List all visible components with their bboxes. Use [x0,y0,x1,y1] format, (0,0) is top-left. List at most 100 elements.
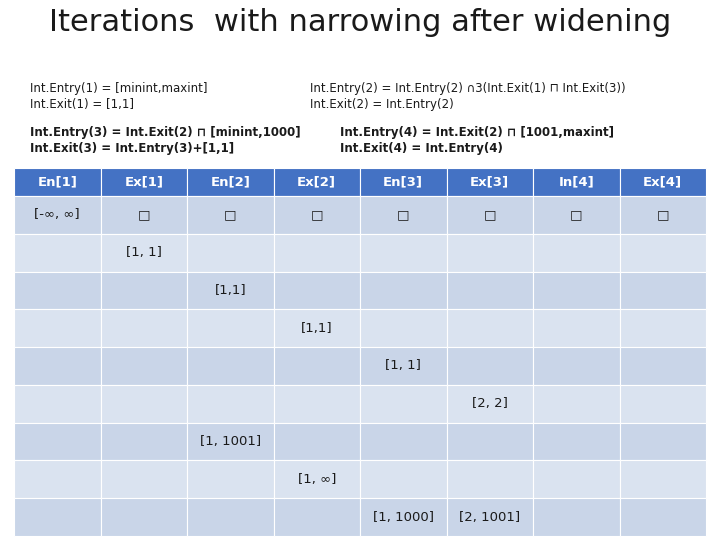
Text: Int.Exit(1) = [1,1]: Int.Exit(1) = [1,1] [30,98,134,111]
Bar [187,498,274,536]
Bar [187,423,274,461]
Bar [274,385,360,423]
Bar [187,234,274,272]
Bar [187,309,274,347]
Bar [187,385,274,423]
Bar [533,461,619,498]
Bar [619,461,706,498]
Bar [446,272,533,309]
Bar [14,168,101,196]
Bar [619,234,706,272]
Bar [533,347,619,385]
Bar [533,196,619,234]
Text: [1,1]: [1,1] [215,284,246,297]
Bar [533,168,619,196]
Bar [187,168,274,196]
Bar [14,234,101,272]
Bar [446,423,533,461]
Bar [619,385,706,423]
Bar [14,461,101,498]
Bar [274,168,360,196]
Bar [533,234,619,272]
Bar [360,272,446,309]
Text: □: □ [397,208,410,221]
Bar [619,168,706,196]
Bar [360,423,446,461]
Bar [446,168,533,196]
Bar [360,196,446,234]
Bar [360,234,446,272]
Bar [533,423,619,461]
Text: Int.Exit(4) = Int.Entry(4): Int.Exit(4) = Int.Entry(4) [340,142,503,155]
Bar [14,498,101,536]
Bar [360,347,446,385]
Bar [274,461,360,498]
Bar [533,272,619,309]
Bar [14,309,101,347]
Text: □: □ [570,208,582,221]
Bar [101,168,187,196]
Bar [533,498,619,536]
Text: □: □ [310,208,323,221]
Text: Iterations  with narrowing after widening: Iterations with narrowing after widening [49,8,671,37]
Bar [274,309,360,347]
Bar [446,234,533,272]
Bar [619,423,706,461]
Bar [446,309,533,347]
Bar [619,309,706,347]
Text: [-∞, ∞]: [-∞, ∞] [35,208,80,221]
Text: Ex[3]: Ex[3] [470,176,509,188]
Bar [14,196,101,234]
Bar [101,309,187,347]
Text: [1, 1001]: [1, 1001] [199,435,261,448]
Bar [274,272,360,309]
Bar [360,461,446,498]
Text: □: □ [224,208,236,221]
Bar [274,234,360,272]
Bar [360,498,446,536]
Bar [101,234,187,272]
Bar [619,196,706,234]
Bar [446,385,533,423]
Bar [187,461,274,498]
Bar [274,498,360,536]
Bar [360,385,446,423]
Bar [14,272,101,309]
Bar [187,196,274,234]
Text: Int.Exit(3) = Int.Entry(3)+[1,1]: Int.Exit(3) = Int.Entry(3)+[1,1] [30,142,234,155]
Bar [446,347,533,385]
Text: [1, 1]: [1, 1] [126,246,162,259]
Text: En[1]: En[1] [37,176,77,188]
Text: [1,1]: [1,1] [301,322,333,335]
Bar [14,423,101,461]
Text: Ex[2]: Ex[2] [297,176,336,188]
Text: In[4]: In[4] [559,176,594,188]
Text: □: □ [484,208,496,221]
Text: [1, ∞]: [1, ∞] [297,473,336,486]
Bar [101,196,187,234]
Text: En[3]: En[3] [383,176,423,188]
Bar [619,347,706,385]
Text: Ex[1]: Ex[1] [125,176,163,188]
Bar [360,168,446,196]
Bar [101,272,187,309]
Text: Int.Entry(1) = [minint,maxint]: Int.Entry(1) = [minint,maxint] [30,82,207,95]
Text: Int.Entry(3) = Int.Exit(2) ⊓ [minint,1000]: Int.Entry(3) = Int.Exit(2) ⊓ [minint,100… [30,126,301,139]
Text: □: □ [138,208,150,221]
Text: Int.Entry(2) = Int.Entry(2) ∩3(Int.Exit(1) ⊓ Int.Exit(3)): Int.Entry(2) = Int.Entry(2) ∩3(Int.Exit(… [310,82,626,95]
Bar [101,385,187,423]
Text: [2, 2]: [2, 2] [472,397,508,410]
Bar [101,347,187,385]
Bar [533,385,619,423]
Text: Ex[4]: Ex[4] [643,176,683,188]
Text: □: □ [657,208,669,221]
Text: [1, 1]: [1, 1] [385,360,421,373]
Text: Int.Entry(4) = Int.Exit(2) ⊓ [1001,maxint]: Int.Entry(4) = Int.Exit(2) ⊓ [1001,maxin… [340,126,614,139]
Text: [2, 1001]: [2, 1001] [459,511,521,524]
Bar [274,347,360,385]
Bar [446,498,533,536]
Bar [360,309,446,347]
Text: Int.Exit(2) = Int.Entry(2): Int.Exit(2) = Int.Entry(2) [310,98,454,111]
Bar [446,196,533,234]
Bar [274,423,360,461]
